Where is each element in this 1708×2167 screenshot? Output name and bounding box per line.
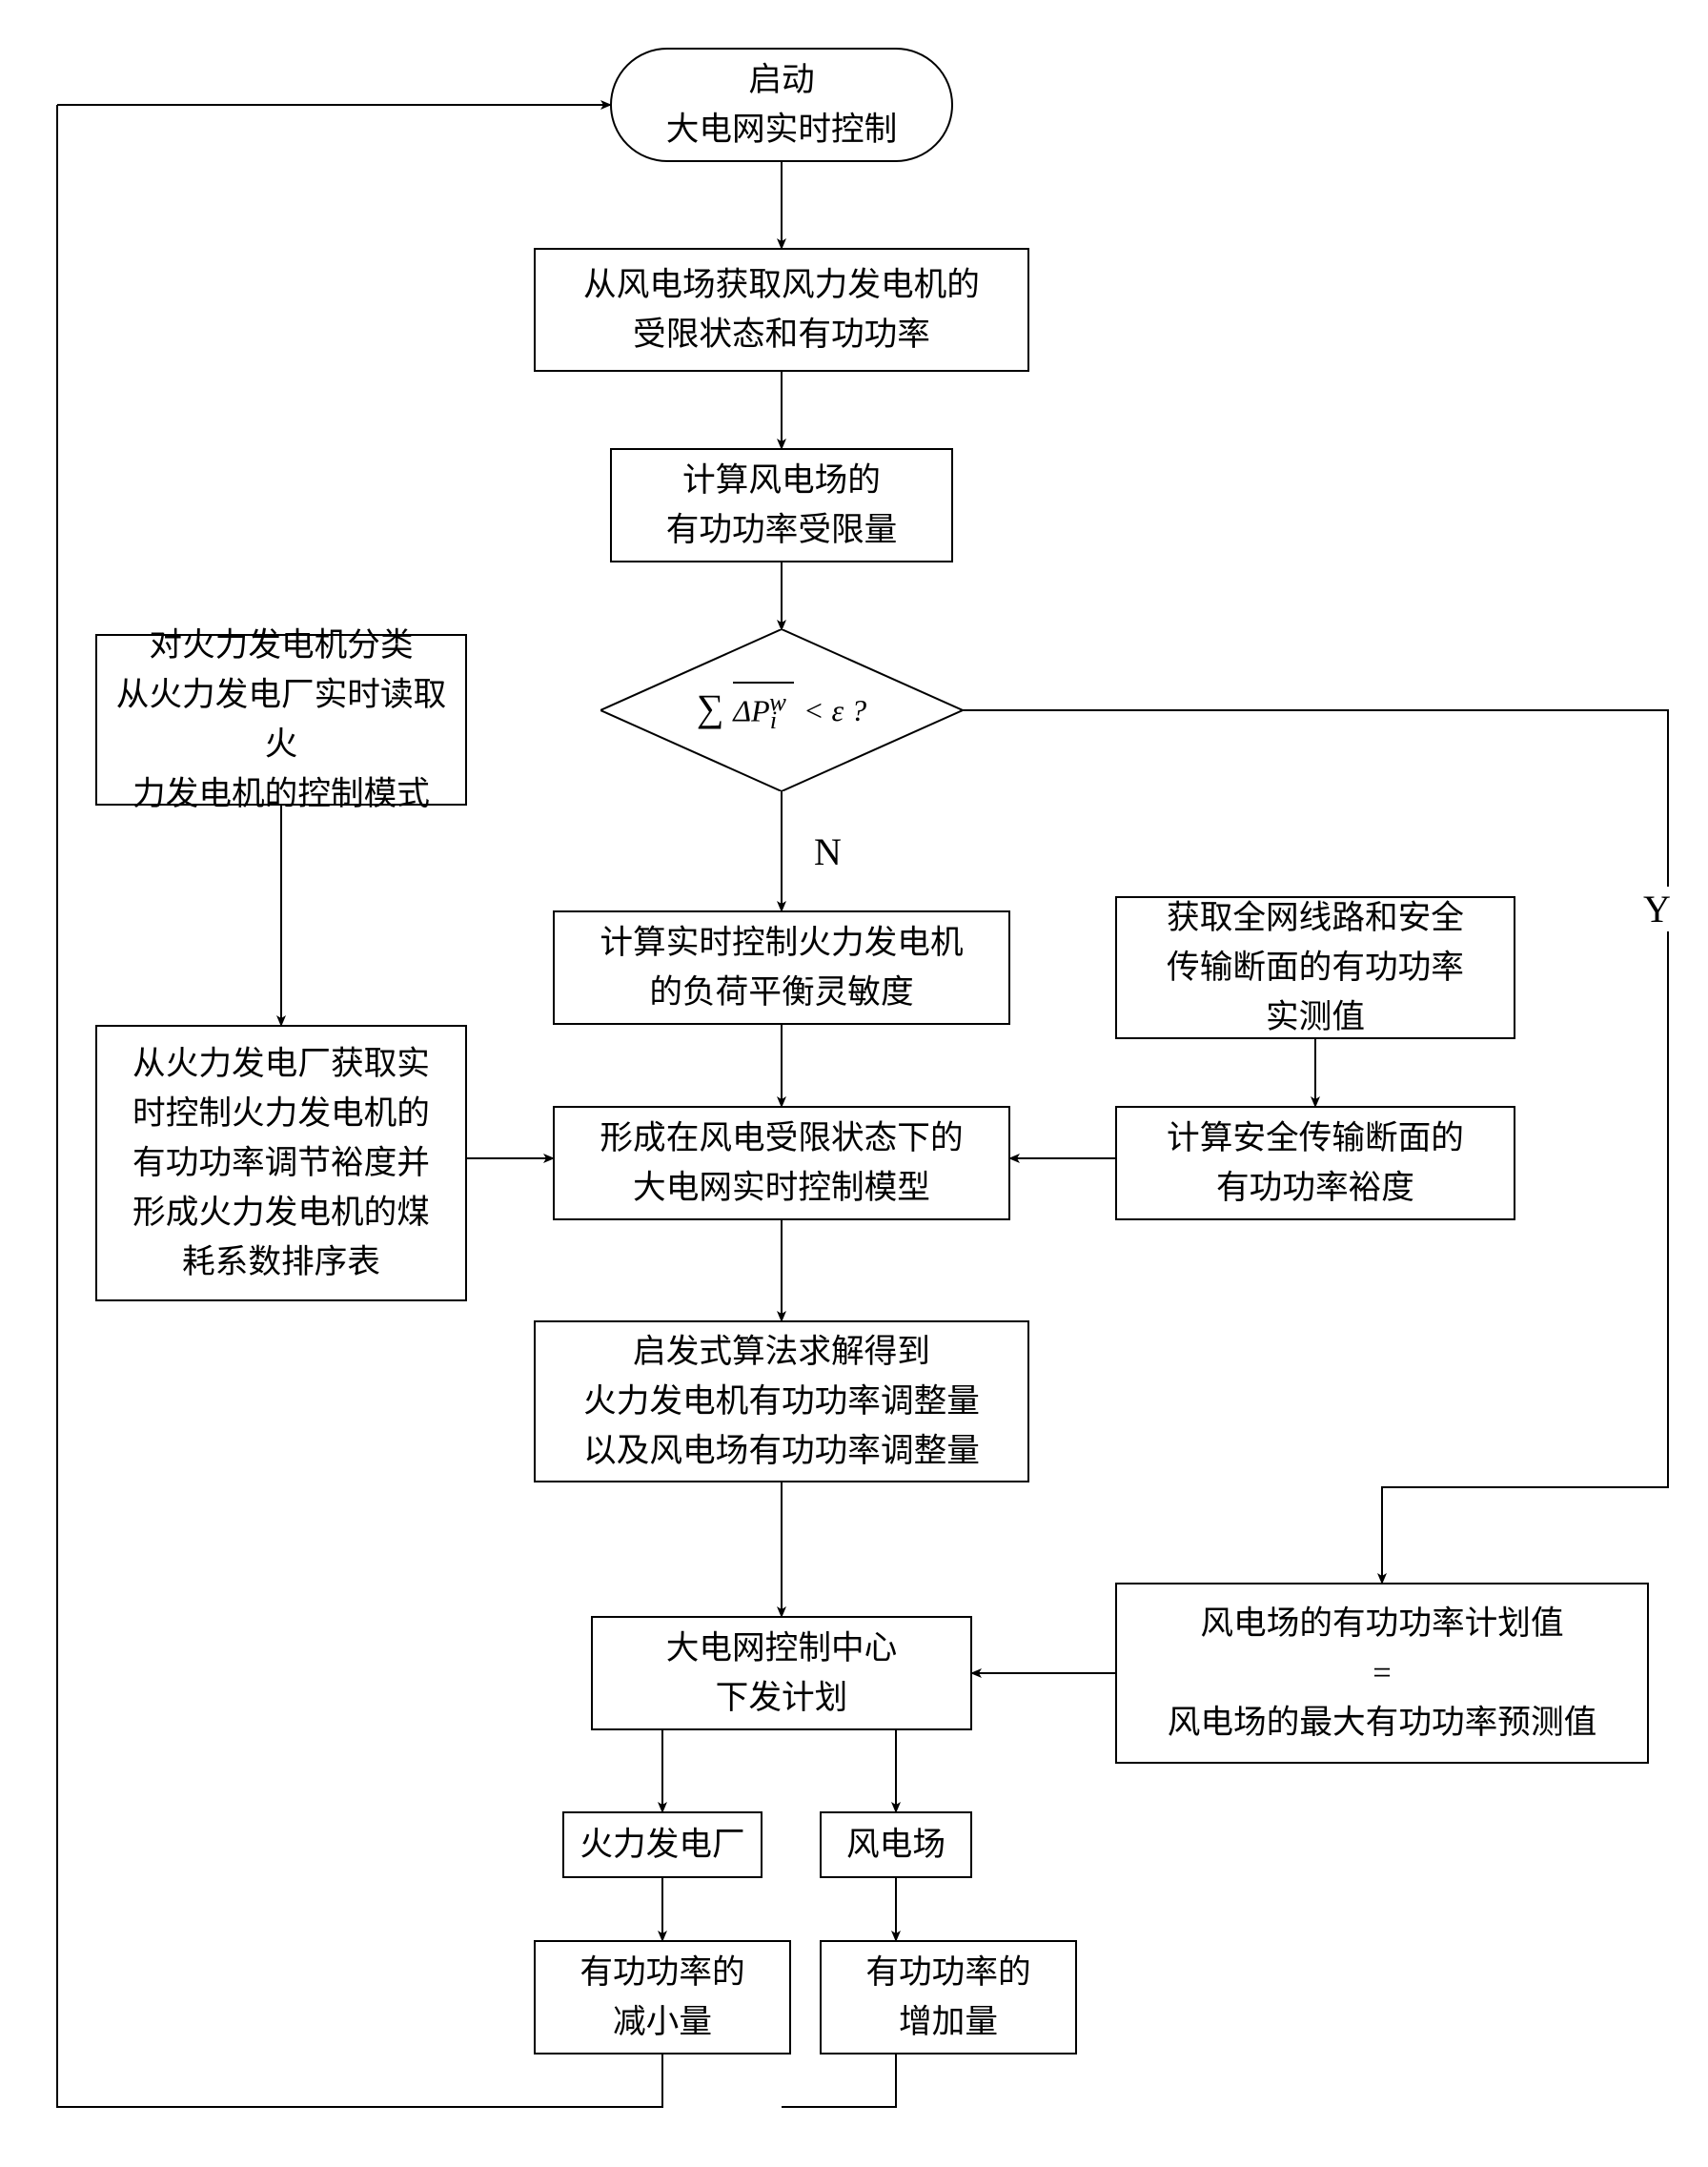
node-n4: 形成在风电受限状态下的 大电网实时控制模型: [553, 1106, 1010, 1220]
edge-label-Y: Y: [1639, 887, 1675, 931]
text: 增加量: [865, 1997, 1030, 2047]
text: 从风电场获取风力发电机的: [583, 260, 980, 310]
text: 对火力发电机分类: [111, 621, 452, 670]
text: 有功功率的: [865, 1948, 1030, 1997]
text: 从火力发电厂获取实: [132, 1039, 430, 1089]
text: 形成火力发电机的煤: [132, 1188, 430, 1237]
node-decision: ∑ ΔPiw < ε ?: [600, 629, 963, 791]
text: 有功功率受限量: [666, 505, 898, 555]
text: 耗系数排序表: [132, 1237, 430, 1287]
text: 时控制火力发电机的: [132, 1089, 430, 1138]
formula-sigma: ∑: [697, 686, 724, 729]
flowchart-canvas: 启动 大电网实时控制 从风电场获取风力发电机的 受限状态和有功功率 计算风电场的…: [0, 0, 1708, 2167]
decision-formula: ∑ ΔPiw < ε ?: [697, 685, 866, 734]
text: =: [1168, 1648, 1597, 1698]
text: 下发计划: [666, 1673, 898, 1723]
node-n5: 启发式算法求解得到 火力发电机有功功率调整量 以及风电场有功功率调整量: [534, 1320, 1029, 1482]
node-n7a: 火力发电厂: [562, 1811, 762, 1878]
text: 实测值: [1167, 992, 1464, 1042]
formula-var: ΔP: [733, 693, 769, 727]
text: 以及风电场有功功率调整量: [583, 1426, 980, 1476]
text: 从火力发电厂实时读取火: [111, 670, 452, 769]
node-n6: 大电网控制中心 下发计划: [591, 1616, 972, 1730]
text: 传输断面的有功功率: [1167, 943, 1464, 992]
node-n2: 计算风电场的 有功功率受限量: [610, 448, 953, 562]
text: 启发式算法求解得到: [583, 1327, 980, 1377]
node-right2: 计算安全传输断面的 有功功率裕度: [1115, 1106, 1515, 1220]
edge-label-N: N: [810, 829, 845, 874]
text: 风电场的有功功率计划值: [1168, 1599, 1597, 1648]
text: 风电场的最大有功功率预测值: [1168, 1698, 1597, 1748]
text: 力发电机的控制模式: [111, 769, 452, 819]
text: 的负荷平衡灵敏度: [600, 968, 963, 1017]
node-left1: 对火力发电机分类 从火力发电厂实时读取火 力发电机的控制模式: [95, 634, 467, 806]
node-start: 启动 大电网实时控制: [610, 48, 953, 162]
text: 大电网实时控制模型: [600, 1163, 963, 1213]
text: 启动: [666, 55, 898, 105]
node-n8a: 有功功率的 减小量: [534, 1940, 791, 2055]
text: 大电网实时控制: [666, 105, 898, 154]
formula-suffix: < ε ?: [803, 693, 866, 727]
text: 有功功率裕度: [1167, 1163, 1464, 1213]
node-n8b: 有功功率的 增加量: [820, 1940, 1077, 2055]
text: 受限状态和有功功率: [583, 310, 980, 359]
node-n3: 计算实时控制火力发电机 的负荷平衡灵敏度: [553, 910, 1010, 1025]
node-left2: 从火力发电厂获取实 时控制火力发电机的 有功功率调节裕度并 形成火力发电机的煤 …: [95, 1025, 467, 1301]
text: 计算风电场的: [666, 456, 898, 505]
formula-sup: w: [769, 687, 786, 716]
text: 计算实时控制火力发电机: [600, 918, 963, 968]
text: 有功功率调节裕度并: [132, 1138, 430, 1188]
text: 火力发电机有功功率调整量: [583, 1377, 980, 1426]
text: 形成在风电受限状态下的: [600, 1114, 963, 1163]
text: 大电网控制中心: [666, 1624, 898, 1673]
node-right3: 风电场的有功功率计划值 = 风电场的最大有功功率预测值: [1115, 1583, 1649, 1764]
node-n7b: 风电场: [820, 1811, 972, 1878]
text: 减小量: [580, 1997, 744, 2047]
text: 计算安全传输断面的: [1167, 1114, 1464, 1163]
text: 风电场: [846, 1820, 946, 1870]
node-n1: 从风电场获取风力发电机的 受限状态和有功功率: [534, 248, 1029, 372]
node-right1: 获取全网线路和安全 传输断面的有功功率 实测值: [1115, 896, 1515, 1039]
text: 获取全网线路和安全: [1167, 893, 1464, 943]
text: 有功功率的: [580, 1948, 744, 1997]
text: 火力发电厂: [580, 1820, 744, 1870]
